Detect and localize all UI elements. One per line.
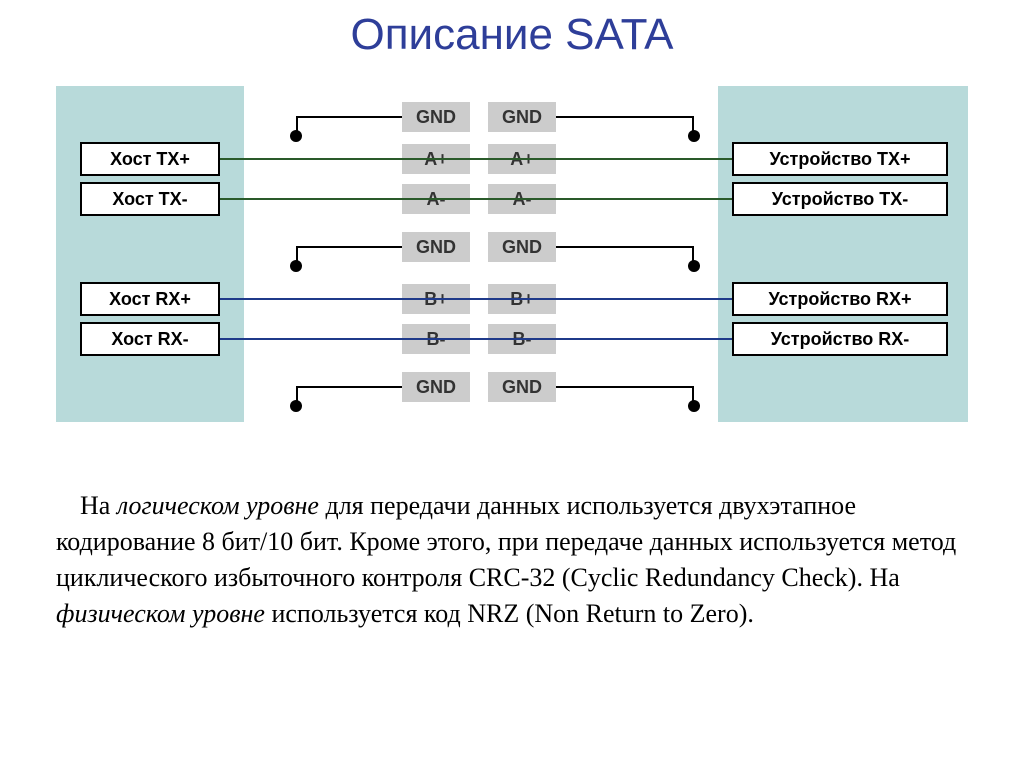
- host-rx-minus: Хост RX-: [80, 322, 220, 356]
- gnd-stub: [556, 386, 694, 388]
- gnd-r1: GND: [488, 102, 556, 132]
- gnd-stub: [296, 116, 402, 118]
- host-block: [56, 86, 244, 422]
- text-italic: физическом уровне: [56, 599, 265, 628]
- page-title: Описание SATA: [0, 10, 1024, 60]
- dev-tx-minus: Устройство TX-: [732, 182, 948, 216]
- dev-rx-plus: Устройство RX+: [732, 282, 948, 316]
- gnd-l2: GND: [402, 232, 470, 262]
- gnd-stub: [556, 116, 694, 118]
- description-text: На логическом уровне для передачи данных…: [56, 488, 968, 632]
- text-part: На: [80, 491, 117, 520]
- wire-rx-plus: [220, 298, 732, 300]
- gnd-stub: [556, 246, 694, 248]
- host-rx-plus: Хост RX+: [80, 282, 220, 316]
- wire-tx-plus: [220, 158, 732, 160]
- gnd-r2: GND: [488, 232, 556, 262]
- wire-tx-minus: [220, 198, 732, 200]
- device-block: [718, 86, 968, 422]
- dev-rx-minus: Устройство RX-: [732, 322, 948, 356]
- dev-tx-plus: Устройство TX+: [732, 142, 948, 176]
- text-italic: логическом уровне: [117, 491, 319, 520]
- gnd-dot: [688, 130, 700, 142]
- sata-diagram: Хост TX+ Хост TX- Хост RX+ Хост RX- Устр…: [56, 86, 968, 422]
- gnd-dot: [688, 400, 700, 412]
- gnd-r3: GND: [488, 372, 556, 402]
- gnd-stub: [296, 386, 402, 388]
- text-part: используется код NRZ (Non Return to Zero…: [265, 599, 754, 628]
- host-tx-plus: Хост TX+: [80, 142, 220, 176]
- host-tx-minus: Хост TX-: [80, 182, 220, 216]
- gnd-stub: [296, 246, 402, 248]
- gnd-dot: [688, 260, 700, 272]
- gnd-l3: GND: [402, 372, 470, 402]
- wire-rx-minus: [220, 338, 732, 340]
- gnd-l1: GND: [402, 102, 470, 132]
